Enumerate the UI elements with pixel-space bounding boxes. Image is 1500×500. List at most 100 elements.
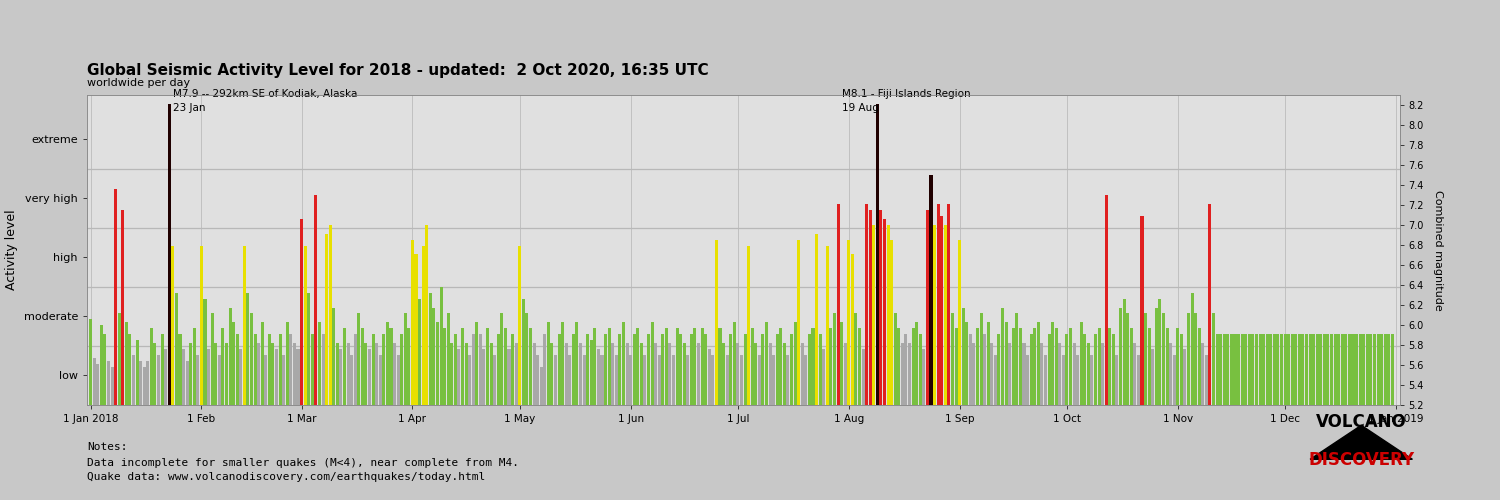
Bar (672, 355, 675, 405)
Bar (272, 343, 274, 405)
Bar (440, 287, 442, 405)
Bar (890, 240, 892, 405)
Bar (1336, 334, 1340, 405)
Bar (1284, 334, 1287, 405)
Bar (604, 334, 608, 405)
Bar (429, 293, 432, 405)
Bar (525, 314, 528, 405)
Bar (153, 343, 156, 405)
Bar (948, 204, 951, 405)
Bar (726, 355, 729, 405)
Bar (843, 343, 846, 405)
Bar (1184, 349, 1186, 405)
Bar (972, 343, 975, 405)
Bar (1238, 334, 1240, 405)
Bar (693, 328, 696, 405)
Bar (182, 349, 184, 405)
Bar (734, 322, 736, 405)
Bar (858, 328, 861, 405)
Bar (164, 349, 166, 405)
Bar (1083, 334, 1086, 405)
Bar (1041, 343, 1044, 405)
Bar (1016, 314, 1019, 405)
Bar (1047, 334, 1050, 405)
Bar (140, 360, 142, 405)
Bar (404, 314, 406, 405)
Bar (716, 240, 718, 405)
Bar (350, 355, 352, 405)
Bar (962, 308, 964, 405)
Bar (933, 225, 936, 405)
Bar (390, 328, 393, 405)
Text: 19 Aug: 19 Aug (842, 102, 879, 113)
Bar (1383, 334, 1386, 405)
Bar (1366, 334, 1370, 405)
Bar (471, 334, 476, 405)
Bar (790, 334, 794, 405)
Bar (1354, 334, 1358, 405)
Bar (1148, 328, 1150, 405)
Bar (640, 343, 644, 405)
Bar (160, 334, 164, 405)
Bar (147, 360, 150, 405)
Bar (489, 343, 492, 405)
Bar (1104, 196, 1108, 405)
Bar (690, 334, 693, 405)
Bar (458, 349, 460, 405)
Bar (830, 328, 833, 405)
Text: M7.9 -- 292km SE of Kodiak, Alaska: M7.9 -- 292km SE of Kodiak, Alaska (172, 90, 357, 100)
Bar (1062, 355, 1065, 405)
Text: M8.1 - Fiji Islands Region: M8.1 - Fiji Islands Region (842, 90, 970, 100)
Bar (1326, 334, 1329, 405)
Bar (561, 322, 564, 405)
Bar (865, 204, 868, 405)
Bar (408, 328, 411, 405)
Bar (1008, 343, 1011, 405)
Bar (290, 334, 292, 405)
Bar (214, 343, 217, 405)
Bar (1294, 334, 1298, 405)
Bar (129, 334, 132, 405)
Bar (940, 216, 944, 405)
Bar (804, 355, 807, 405)
Bar (486, 328, 489, 405)
Bar (454, 334, 458, 405)
Bar (124, 322, 128, 405)
Bar (687, 355, 690, 405)
Bar (297, 349, 300, 405)
Bar (1227, 334, 1230, 405)
Bar (597, 349, 600, 405)
Bar (554, 355, 556, 405)
Bar (246, 293, 249, 405)
Bar (954, 328, 957, 405)
Bar (1140, 216, 1143, 405)
Bar (884, 219, 886, 405)
Bar (117, 314, 120, 405)
Bar (897, 328, 900, 405)
Bar (879, 210, 882, 405)
Bar (1072, 343, 1076, 405)
Bar (1130, 328, 1132, 405)
Bar (1248, 334, 1251, 405)
Bar (920, 334, 922, 405)
Bar (894, 314, 897, 405)
Bar (736, 343, 740, 405)
Bar (442, 328, 446, 405)
Bar (1202, 343, 1204, 405)
Bar (794, 322, 796, 405)
Bar (1377, 334, 1380, 405)
Bar (847, 240, 850, 405)
Bar (496, 334, 500, 405)
Bar (536, 355, 538, 405)
Bar (303, 246, 306, 405)
Bar (772, 355, 776, 405)
Bar (186, 360, 189, 405)
Bar (422, 246, 424, 405)
Bar (1034, 328, 1036, 405)
Text: VOLCANO: VOLCANO (1316, 414, 1407, 432)
Bar (833, 314, 836, 405)
Bar (1122, 298, 1125, 405)
Bar (926, 210, 928, 405)
Bar (142, 366, 146, 405)
Bar (483, 349, 486, 405)
